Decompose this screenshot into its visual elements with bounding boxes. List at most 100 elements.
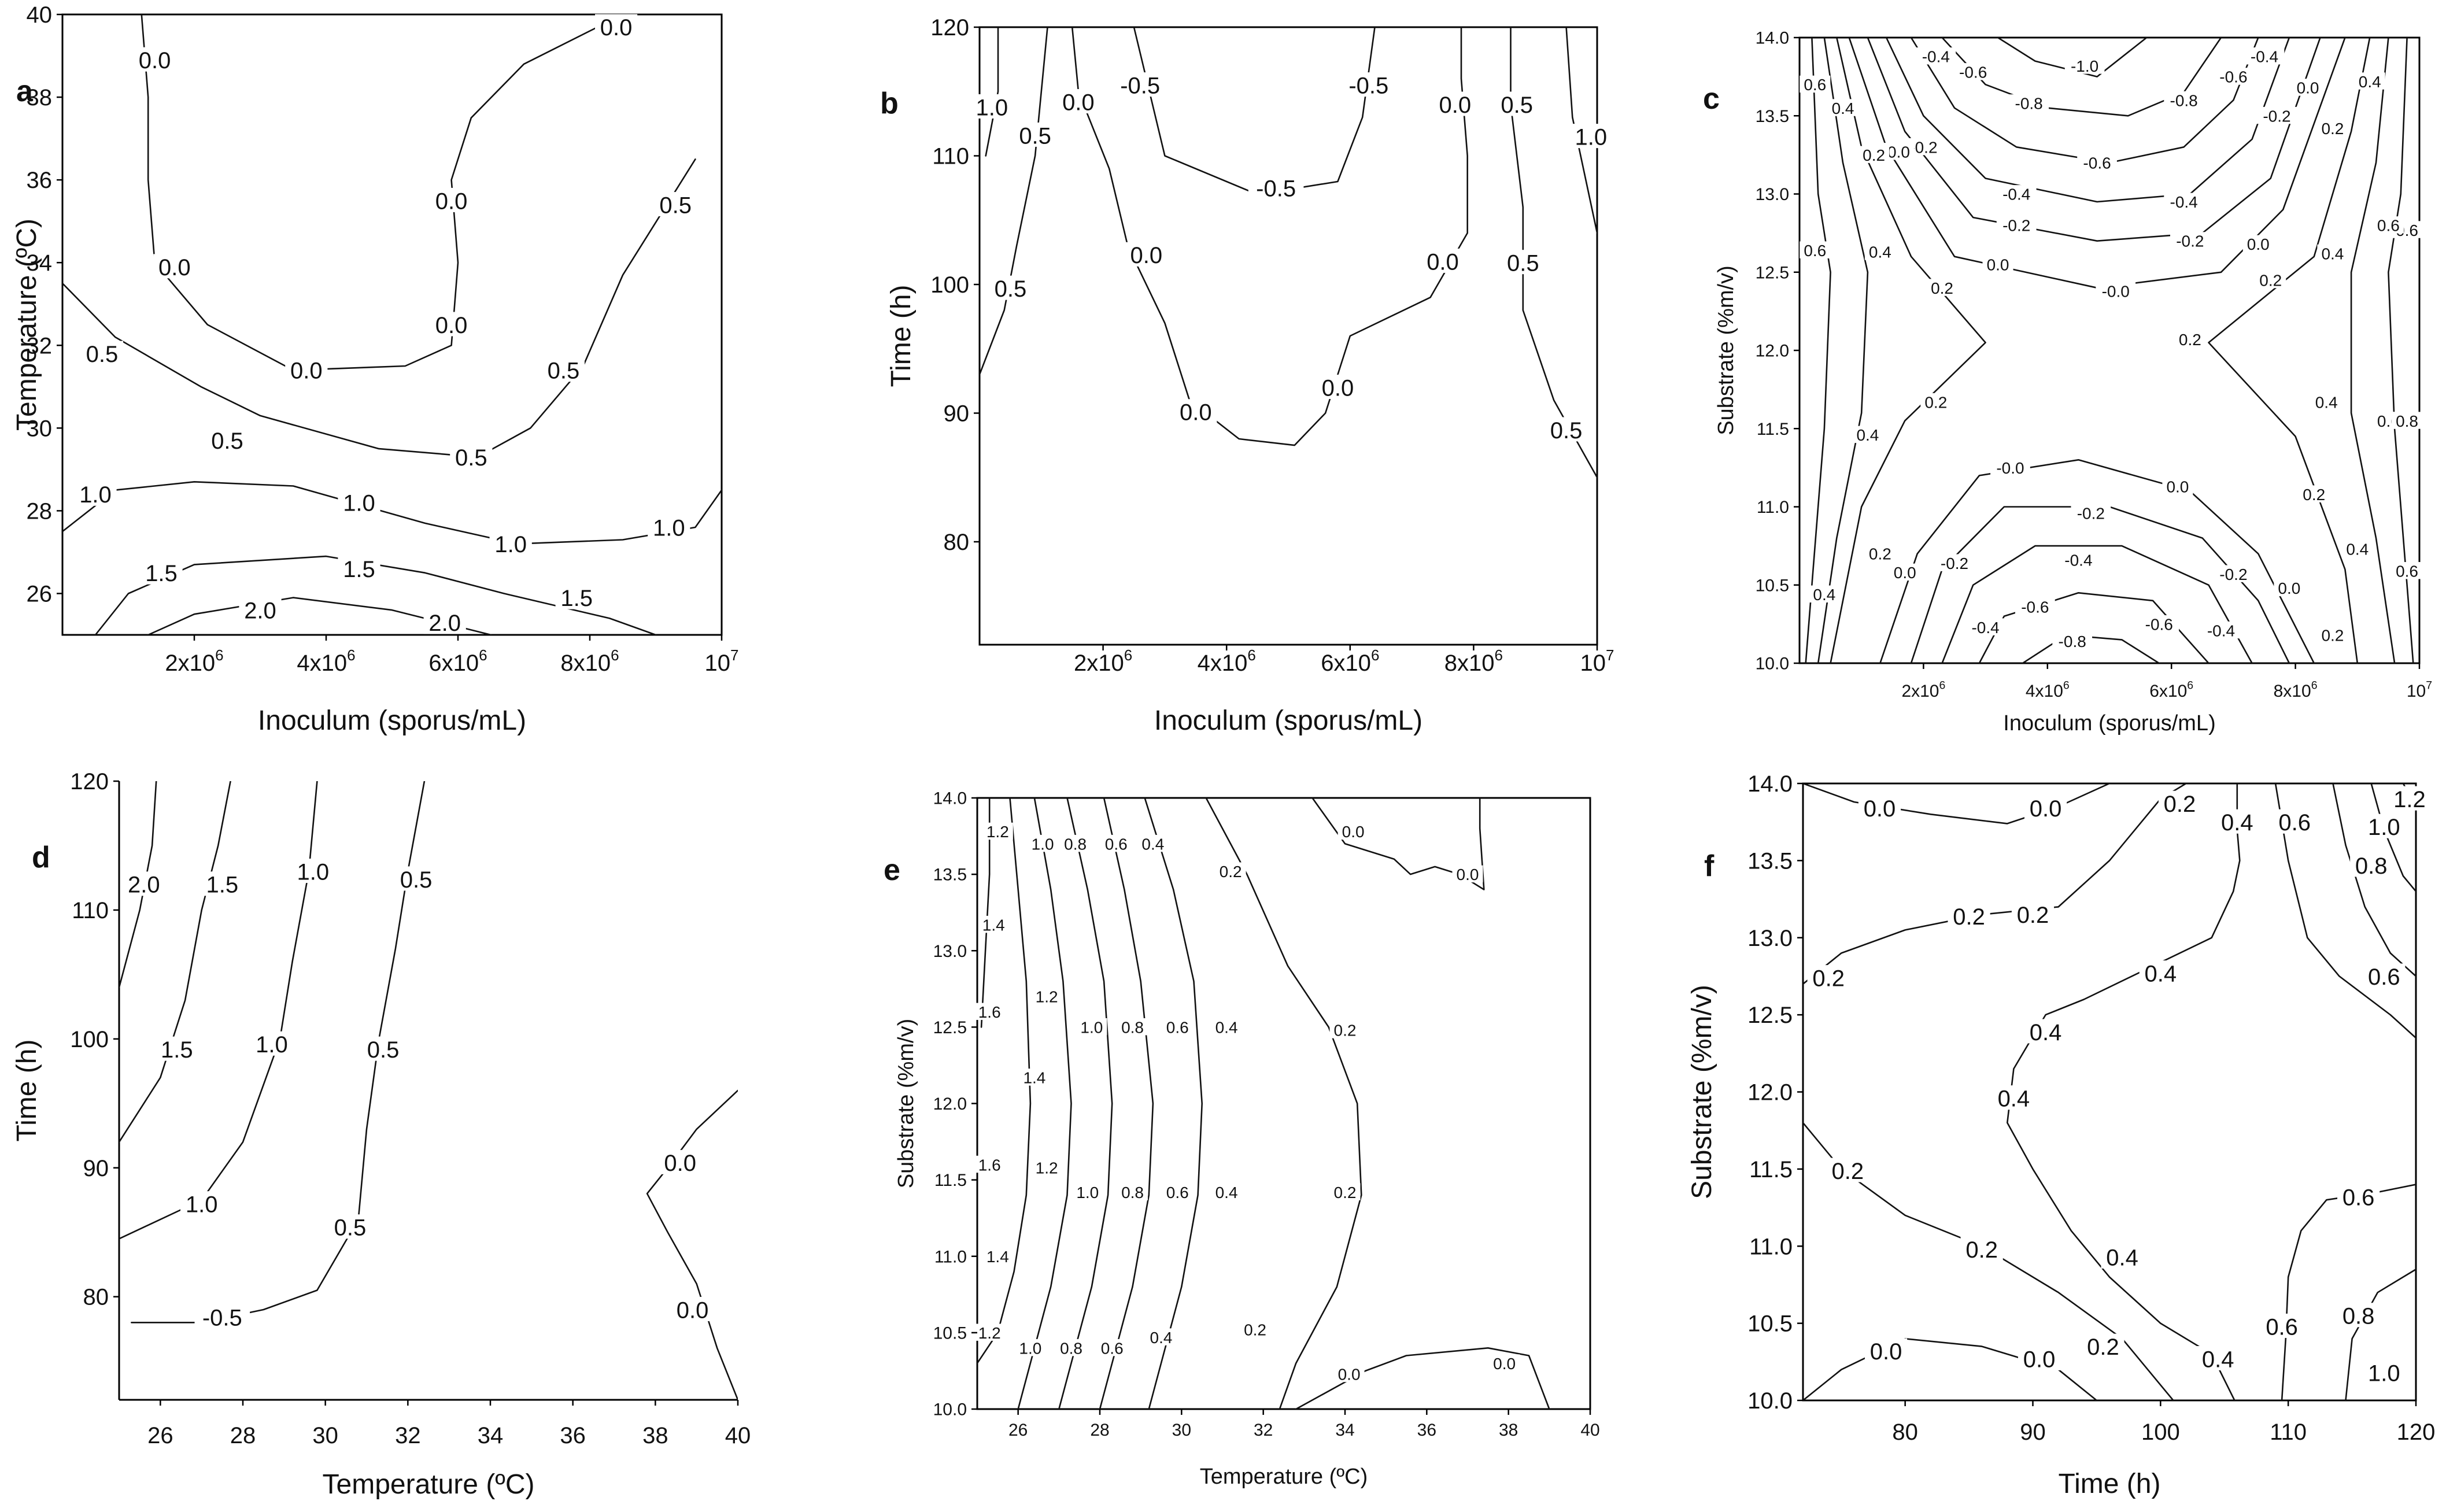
contour-label-bg [1990,459,2030,476]
contour-label: 0.0 [2023,1347,2056,1372]
contour-label-bg [291,859,334,883]
contour-label: 0.5 [367,1037,400,1063]
contour-label-bg [1827,99,1858,116]
contour-line [1144,798,1203,1409]
contour-label: 0.4 [2321,245,2344,263]
x-tick-base: 8x10 [560,650,611,676]
contour-label: 0.2 [1334,1184,1357,1202]
x-axis-title: Temperature (ºC) [323,1469,535,1500]
x-tick-base: 4x10 [1198,650,1248,676]
contour-label: 0.5 [1507,251,1539,276]
contour-label-bg [555,585,598,609]
x-axis-ticks: 26 28 30 32 34 36 38 40 [147,1400,751,1448]
contour-label: 0.5 [1550,418,1583,443]
contour-label: 0.2 [1812,966,1845,992]
contour-label: 0.4 [1813,586,1835,604]
x-tick-label: 2x106 [1901,679,1945,701]
contour-label: 0.5 [1019,123,1051,149]
contour-label: 2.0 [428,611,461,636]
contour-label-bg [123,871,165,896]
contour-label: 0.0 [435,188,468,214]
contour-label-bg [982,1247,1013,1265]
contour-label-bg [1889,563,1920,581]
contour-label: 0.8 [2342,1304,2375,1329]
x-axis-ticks: 2x106 4x106 6x106 8x106 107 [165,635,738,676]
contour-label: 0.8 [2355,853,2388,879]
x-axis-ticks: 26 28 30 32 34 36 38 40 [1008,1409,1600,1440]
contour-label: 0.8 [1064,835,1087,853]
contour-label: 0.6 [2368,964,2400,990]
x-tick-label: 107 [1580,646,1614,676]
y-tick-label: 12.5 [933,1018,967,1037]
contour-label: -0.0 [1996,459,2024,477]
x-tick-label: 2x106 [1074,646,1132,676]
contour-label: 0.4 [1832,99,1854,117]
contour-label: 1.0 [494,532,527,557]
contour-label-bg [395,866,438,891]
contour-label-bg [1996,185,2037,202]
y-tick-label: 10.0 [933,1400,967,1419]
contour-label-bg [2363,1359,2406,1384]
contour-label: 0.0 [139,48,171,73]
contour-label-bg [2024,795,2067,820]
contour-label-bg [1996,216,2037,234]
contour-label-bg [1015,1339,1046,1356]
contour-label: -1.0 [2071,57,2098,75]
x-tick-base: 8x10 [1444,650,1495,676]
contour-label-bg [648,515,690,539]
contour-label: 0.0 [1062,90,1095,115]
y-tick-label: 14.0 [1756,29,1789,48]
contour-label-bg [140,560,183,585]
x-tick-exponent: 7 [2426,679,2432,692]
contour-label-bg [153,254,196,279]
contour-label: -0.2 [2077,504,2105,522]
contour-label: 0.0 [1322,375,1354,401]
contour-label-bg [2388,786,2431,811]
contour-line [2332,783,2416,977]
y-axis-title: Time (h) [886,285,917,387]
x-tick-base: 6x10 [2149,682,2187,701]
panel-label: c [1703,82,1720,116]
x-tick-label: 2x106 [165,646,223,676]
contour-label: 0.2 [2179,331,2201,349]
contour-label-bg [2342,540,2373,557]
contour-label: 0.4 [1141,835,1164,853]
contour-label: -0.0 [2102,282,2130,300]
contour-label-bg [1452,865,1483,883]
contour-label: 0.2 [1244,1321,1266,1339]
x-tick-label: 26 [147,1423,173,1448]
contour-label-bg [1852,426,1883,443]
contour-label-bg [982,822,1013,840]
y-tick-label: 10.0 [1756,655,1789,674]
contour-label: 0.4 [1150,1329,1173,1347]
contour-label-bg [989,275,1032,300]
contour-label-bg [206,427,249,452]
contour-label: 0.4 [1869,243,1891,261]
contour-line [62,158,696,458]
contour-label: 0.4 [2030,1020,2062,1045]
contour-lines [977,798,1550,1409]
contour-label: 0.5 [1501,93,1533,118]
contour-label-bg [1329,1021,1361,1038]
contour-label: 0.6 [2396,562,2418,580]
contour-label-bg [361,1036,405,1061]
contour-label-bg [595,14,638,39]
contour-label-bg [2292,79,2323,96]
contour-label-bg [2255,271,2286,289]
contour-label: 1.0 [79,482,112,508]
panel-f: 0.0 0.0 0.2 0.4 0.6 1.0 1.2 0.8 0.2 0.2 0.2 0.6 0.4 0… [1687,771,2435,1499]
contour-label-bg [1809,585,1840,602]
contour-label-bg [2260,1313,2303,1338]
x-tick-exponent: 6 [2187,679,2193,692]
x-tick-exponent: 6 [215,646,223,664]
contour-label: 0.2 [1831,1159,1864,1184]
y-axis-title: Temperature (ºC) [12,219,42,431]
y-tick-label: 11.0 [1749,1234,1793,1259]
contour-label-bg [2162,477,2193,495]
x-tick-base: 10 [1580,650,1606,676]
x-tick-label: 6x106 [428,646,487,676]
contour-label-bg [2317,119,2348,136]
contour-label: 1.0 [976,95,1008,120]
x-tick-base: 2x10 [165,650,215,676]
contour-line [1941,545,2253,663]
